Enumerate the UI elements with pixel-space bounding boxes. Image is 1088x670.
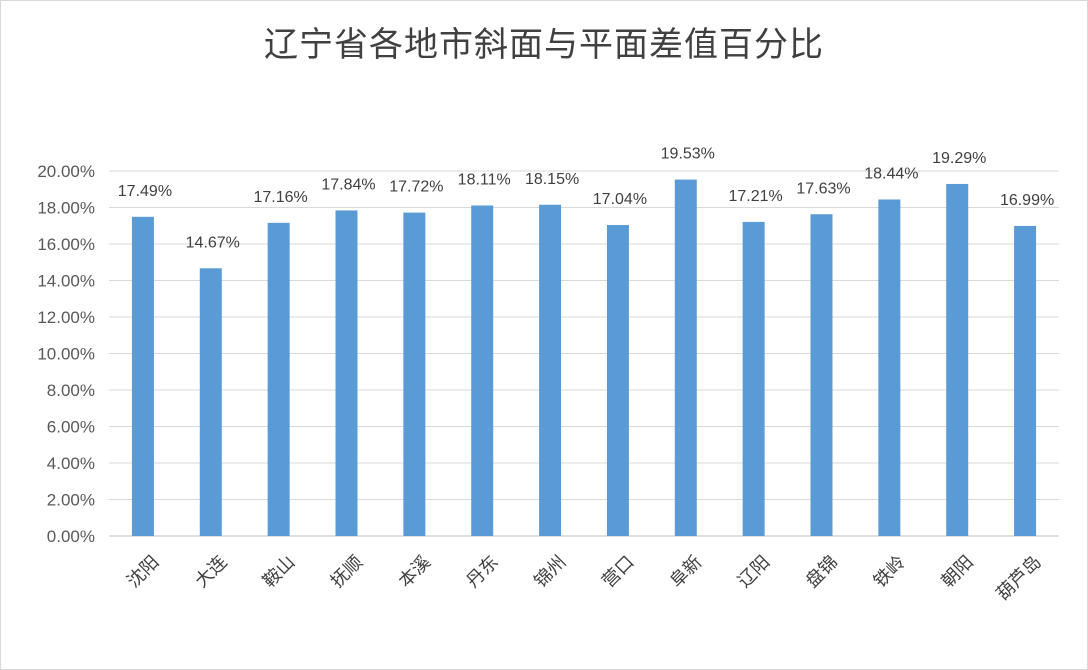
category-label: 葫芦岛 — [993, 552, 1046, 605]
y-tick-label: 10.00% — [37, 345, 95, 364]
bar — [606, 225, 629, 536]
bar — [335, 210, 358, 537]
category-label: 朝阳 — [937, 552, 977, 592]
category-label: 辽阳 — [734, 552, 774, 592]
y-tick-label: 16.00% — [37, 235, 95, 254]
bar — [810, 214, 833, 536]
category-label: 抚顺 — [327, 552, 367, 592]
bar — [878, 199, 901, 536]
bar — [742, 221, 765, 537]
bar — [539, 204, 562, 536]
bar — [267, 222, 290, 536]
category-label: 营口 — [598, 552, 638, 592]
data-label: 17.72% — [389, 179, 443, 196]
bar — [199, 268, 222, 536]
category-label: 丹东 — [462, 552, 502, 592]
y-tick-label: 20.00% — [37, 162, 95, 181]
category-label: 阜新 — [666, 552, 706, 592]
bar — [946, 183, 969, 536]
y-tick-label: 12.00% — [37, 308, 95, 327]
data-label: 18.15% — [525, 171, 579, 188]
data-label: 17.16% — [254, 189, 308, 206]
bar — [403, 212, 426, 537]
data-label: 17.04% — [593, 191, 647, 208]
category-label: 铁岭 — [870, 552, 910, 592]
data-label: 16.99% — [1000, 192, 1054, 209]
category-label: 鞍山 — [259, 552, 299, 592]
bar — [471, 205, 494, 536]
data-label: 17.21% — [729, 188, 783, 205]
category-label: 沈阳 — [123, 552, 163, 592]
y-tick-label: 6.00% — [47, 418, 95, 437]
data-label: 17.84% — [321, 176, 375, 193]
bar — [1014, 225, 1037, 536]
category-label: 盘锦 — [802, 552, 842, 592]
data-label: 18.11% — [458, 171, 511, 188]
category-label: 大连 — [191, 552, 231, 592]
data-label: 17.49% — [118, 183, 172, 200]
data-label: 14.67% — [186, 234, 240, 251]
y-tick-label: 0.00% — [47, 527, 95, 546]
y-tick-label: 18.00% — [37, 199, 95, 218]
y-tick-label: 14.00% — [37, 272, 95, 291]
y-tick-label: 4.00% — [47, 454, 95, 473]
bar — [674, 179, 697, 536]
data-label: 18.44% — [864, 165, 918, 182]
category-label: 本溪 — [395, 552, 435, 592]
data-label: 19.53% — [661, 146, 715, 163]
y-tick-label: 8.00% — [47, 381, 95, 400]
chart-title: 辽宁省各地市斜面与平面差值百分比 — [264, 25, 824, 65]
data-label: 17.63% — [796, 180, 850, 197]
y-tick-label: 2.00% — [47, 491, 95, 510]
category-label: 锦州 — [530, 552, 570, 592]
data-label: 19.29% — [932, 150, 986, 167]
bar — [131, 216, 154, 536]
